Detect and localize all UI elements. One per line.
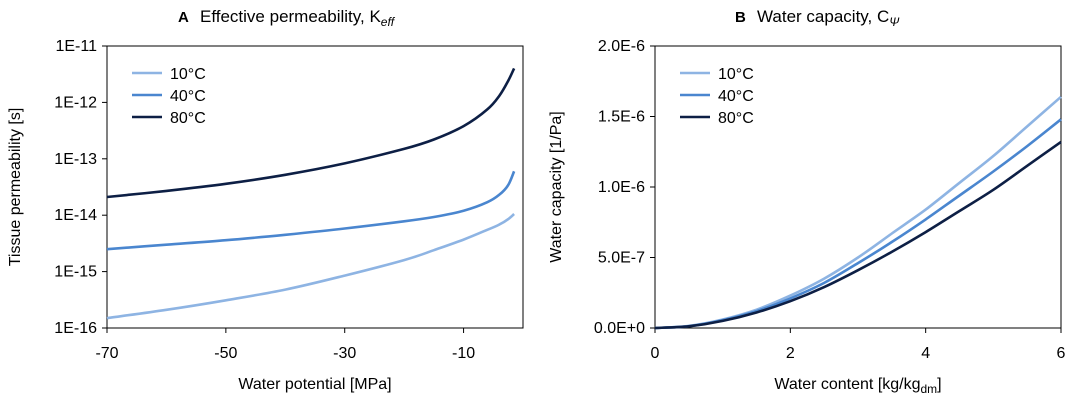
y-tick-label: 1E-16 <box>54 320 97 337</box>
panel-b-series <box>654 95 1062 330</box>
legend-label-2: 80°C <box>170 110 206 127</box>
x-tick-label: 2 <box>786 345 795 362</box>
panel-b-letter: B <box>735 9 746 26</box>
y-tick-label: 1E-11 <box>55 38 97 55</box>
panel-a-series <box>106 67 516 320</box>
panel-a-letter: A <box>178 9 189 26</box>
x-tick-label: 4 <box>921 345 930 362</box>
legend-label-1: 40°C <box>170 88 206 105</box>
legend-label-0: 10°C <box>170 66 206 83</box>
panel-a-title: Effective permeability, Keff <box>200 7 396 29</box>
y-tick-label: 0.0E+0 <box>594 320 645 337</box>
y-tick-label: 1.5E-6 <box>598 109 645 126</box>
legend-label-0: 10°C <box>718 66 754 83</box>
series-line-2 <box>654 140 1062 330</box>
y-tick-label: 2.0E-6 <box>598 38 645 55</box>
y-tick-label: 1E-15 <box>54 264 97 281</box>
x-tick-label: 6 <box>1057 345 1066 362</box>
x-tick-label: 0 <box>651 345 660 362</box>
panel-b-x-label-sub: dm <box>921 382 938 396</box>
panel-a-title-sub: eff <box>381 15 396 29</box>
panel-a-legend: 10°C 40°C 80°C <box>132 66 206 127</box>
panel-b-y-ticks: 0.0E+0 5.0E-7 1.0E-6 1.5E-6 2.0E-6 <box>594 38 655 337</box>
panel-b-plot-frame <box>654 45 1062 329</box>
panel-b-x-ticks: 0 2 4 6 <box>651 328 1066 362</box>
panel-b: B Water capacity, CΨ 0.0E+0 5.0E-7 1.0E-6 1… <box>548 7 1066 396</box>
series-line-2 <box>106 67 516 199</box>
y-tick-label: 1.0E-6 <box>598 179 645 196</box>
panel-a-x-ticks: -70 -50 -30 -10 <box>95 328 475 362</box>
panel-b-y-label: Water capacity [1/Pa] <box>548 111 565 262</box>
panel-a-title-main: Effective permeability, K <box>200 7 381 26</box>
y-tick-label: 1E-14 <box>54 207 97 224</box>
y-tick-label: 5.0E-7 <box>598 250 645 267</box>
panel-b-title-main: Water capacity, C <box>757 7 889 26</box>
panel-a-y-label: Tissue permeability [s] <box>7 108 24 267</box>
x-tick-label: -10 <box>452 345 475 362</box>
y-tick-label: 1E-13 <box>54 151 97 168</box>
panel-a-y-ticks: 1E-16 1E-15 1E-14 1E-13 1E-12 1E-11 <box>54 38 107 337</box>
panel-b-x-label-suffix: ] <box>937 376 941 393</box>
panel-a-x-label: Water potential [MPa] <box>238 376 391 393</box>
series-line-0 <box>106 213 515 320</box>
x-tick-label: -50 <box>214 345 237 362</box>
panel-b-x-label: Water content [kg/kgdm] <box>774 376 941 396</box>
panel-a: A Effective permeability, Keff 1E-161E-1… <box>7 7 524 393</box>
legend-label-1: 40°C <box>718 88 754 105</box>
panel-b-title: Water capacity, CΨ <box>757 7 900 29</box>
series-line-0 <box>654 95 1062 330</box>
series-line-1 <box>106 170 516 251</box>
panel-b-legend: 10°C 40°C 80°C <box>680 66 754 127</box>
legend-label-2: 80°C <box>718 110 754 127</box>
y-tick-label: 1E-12 <box>54 94 97 111</box>
panel-a-plot-frame <box>106 45 524 329</box>
panel-b-x-label-main: Water content [kg/kg <box>774 376 920 393</box>
x-tick-label: -30 <box>333 345 356 362</box>
panel-b-title-sub: Ψ <box>889 15 900 29</box>
x-tick-label: -70 <box>95 345 118 362</box>
